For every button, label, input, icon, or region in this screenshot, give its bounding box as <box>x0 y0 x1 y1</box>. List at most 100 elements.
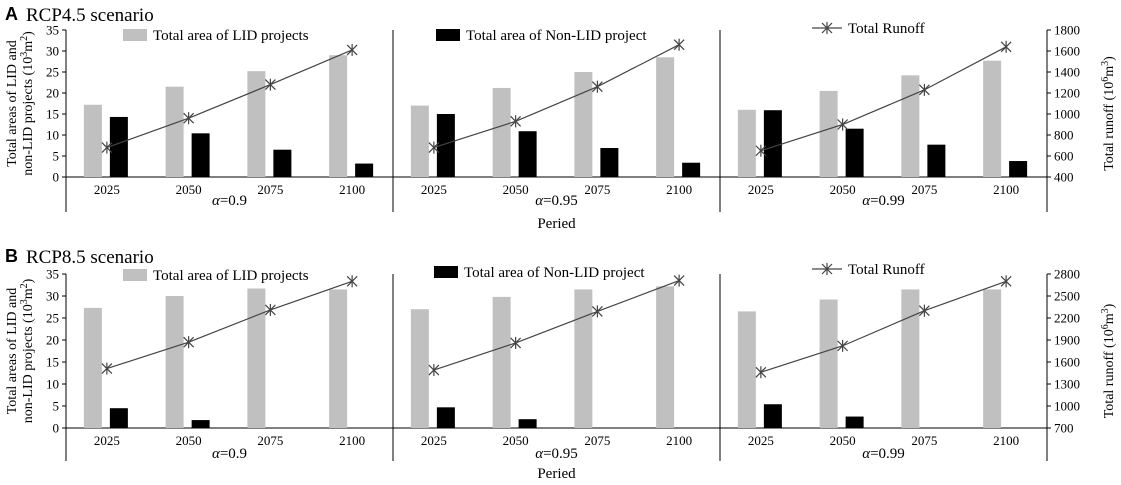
bar-lid <box>983 289 1002 428</box>
bar-lid <box>656 286 675 428</box>
bar-lid <box>329 55 348 178</box>
bar-lid <box>983 60 1002 177</box>
bar-lid <box>492 87 511 177</box>
y-label-left-end: ) <box>21 31 36 36</box>
y-label-left-sup2: 2 <box>19 283 30 288</box>
bar-lid <box>329 289 348 428</box>
x-tick-label: 2075 <box>911 182 937 197</box>
bar-nonlid <box>763 110 782 177</box>
x-tick-label: 2025 <box>421 433 447 448</box>
x-axis-label: Peried <box>537 466 576 482</box>
bar-lid <box>574 72 593 177</box>
runoff-point <box>673 38 685 51</box>
bar-nonlid <box>1009 161 1028 177</box>
y-label-left-prefix: non-LID projects (10 <box>21 304 36 423</box>
y-tick-label-right: 1300 <box>1054 377 1080 392</box>
y-label-left-sup: 3 <box>19 299 30 304</box>
bar-lid <box>247 71 266 177</box>
runoff-point <box>918 83 930 96</box>
y-tick-label-right: 1400 <box>1054 65 1080 80</box>
y-axis-label-right: Total runoff (106m3) <box>1100 56 1117 171</box>
x-tick-label: 2050 <box>176 433 202 448</box>
legend-swatch-lid <box>123 269 147 281</box>
subplot-1: 2025 2050 2075 2100 α=0.9 <box>83 275 365 462</box>
alpha-value: =0.95 <box>543 446 578 462</box>
alpha-label: α=0.99 <box>862 193 905 209</box>
x-tick-label: 2025 <box>94 433 120 448</box>
bar-nonlid <box>682 162 701 177</box>
y-tick-label-right: 1800 <box>1054 23 1080 38</box>
y-tick-label-left: 25 <box>46 311 59 326</box>
y-label-left-sup2: 2 <box>19 36 30 41</box>
y-tick-label-right: 2800 <box>1054 267 1080 282</box>
y-tick-label-left: 5 <box>53 149 60 164</box>
runoff-point <box>428 141 440 154</box>
bar-lid <box>901 75 920 177</box>
bar-nonlid <box>109 408 128 428</box>
runoff-point <box>510 336 522 349</box>
alpha-label: α=0.95 <box>535 446 578 462</box>
y-tick-label-right: 1200 <box>1054 86 1080 101</box>
y-tick-label-left: 30 <box>46 44 59 59</box>
bar-nonlid <box>845 128 864 177</box>
runoff-point <box>510 115 522 128</box>
y-label-left-mid: m <box>21 41 36 52</box>
bar-lid <box>165 296 184 428</box>
panel-letter: B <box>5 246 18 266</box>
alpha-label: α=0.99 <box>862 446 905 462</box>
y-tick-label-right: 800 <box>1054 128 1074 143</box>
y-label-right-sup: 6 <box>1100 77 1111 82</box>
x-tick-label: 2075 <box>584 433 610 448</box>
y-label-right-mid: m <box>1102 313 1117 324</box>
bar-nonlid <box>273 149 292 177</box>
bar-lid <box>410 309 429 428</box>
x-tick-label: 2025 <box>421 182 447 197</box>
legend-swatch-lid <box>123 29 147 41</box>
bar-nonlid <box>600 148 619 177</box>
bar-nonlid <box>191 420 210 428</box>
y-tick-label-left: 30 <box>46 289 59 304</box>
bar-lid <box>574 289 593 428</box>
y-label-right-prefix: Total runoff (10 <box>1102 329 1117 418</box>
bar-lid <box>83 104 102 177</box>
legend-label-lid: Total area of LID projects <box>153 268 309 284</box>
y-tick-label-left: 10 <box>46 128 59 143</box>
subplot-1: 2025 2050 2075 2100 α=0.9 <box>83 43 374 209</box>
y-axis-label-left-line1: Total areas of LID and <box>5 288 20 415</box>
y-tick-label-right: 400 <box>1054 170 1074 185</box>
runoff-point <box>837 118 849 131</box>
legend-marker-runoff <box>821 22 833 34</box>
bar-nonlid <box>763 404 782 428</box>
legend: Total area of LID projects Total area of … <box>123 262 925 284</box>
x-tick-label: 2100 <box>339 182 365 197</box>
bar-lid <box>410 105 429 177</box>
legend-label-runoff: Total Runoff <box>848 262 925 278</box>
subplot-2: 2025 2050 2075 2100 α=0.95 <box>410 274 692 462</box>
x-tick-label: 2075 <box>257 182 283 197</box>
legend-label-runoff: Total Runoff <box>848 21 925 37</box>
bar-lid <box>737 109 756 177</box>
legend: Total area of LID projects Total area of … <box>123 21 925 44</box>
y-label-left-end: ) <box>21 278 36 283</box>
bar-nonlid <box>518 419 537 428</box>
runoff-line <box>106 49 353 149</box>
bar-lid <box>819 299 838 428</box>
legend-marker-runoff <box>821 263 833 275</box>
y-label-left-sup: 3 <box>19 52 30 57</box>
y-label-right-sup2: 3 <box>1100 61 1111 66</box>
y-label-right-end: ) <box>1102 56 1117 61</box>
y-label-right-end: ) <box>1102 303 1117 308</box>
y-label-left-prefix: non-LID projects (10 <box>21 57 36 176</box>
y-tick-label-right: 2200 <box>1054 311 1080 326</box>
x-tick-label: 2050 <box>503 182 529 197</box>
x-tick-label: 2100 <box>666 433 692 448</box>
y-tick-label-left: 25 <box>46 65 59 80</box>
x-tick-label: 2100 <box>993 182 1019 197</box>
y-tick-label-left: 15 <box>46 355 59 370</box>
y-axis-label-left-line2: non-LID projects (103m2) <box>19 278 36 423</box>
alpha-symbol: α <box>212 193 221 209</box>
y-axis-label-right: Total runoff (106m3) <box>1100 303 1117 418</box>
y-label-right-sup: 6 <box>1100 324 1111 329</box>
x-tick-label: 2025 <box>748 182 774 197</box>
